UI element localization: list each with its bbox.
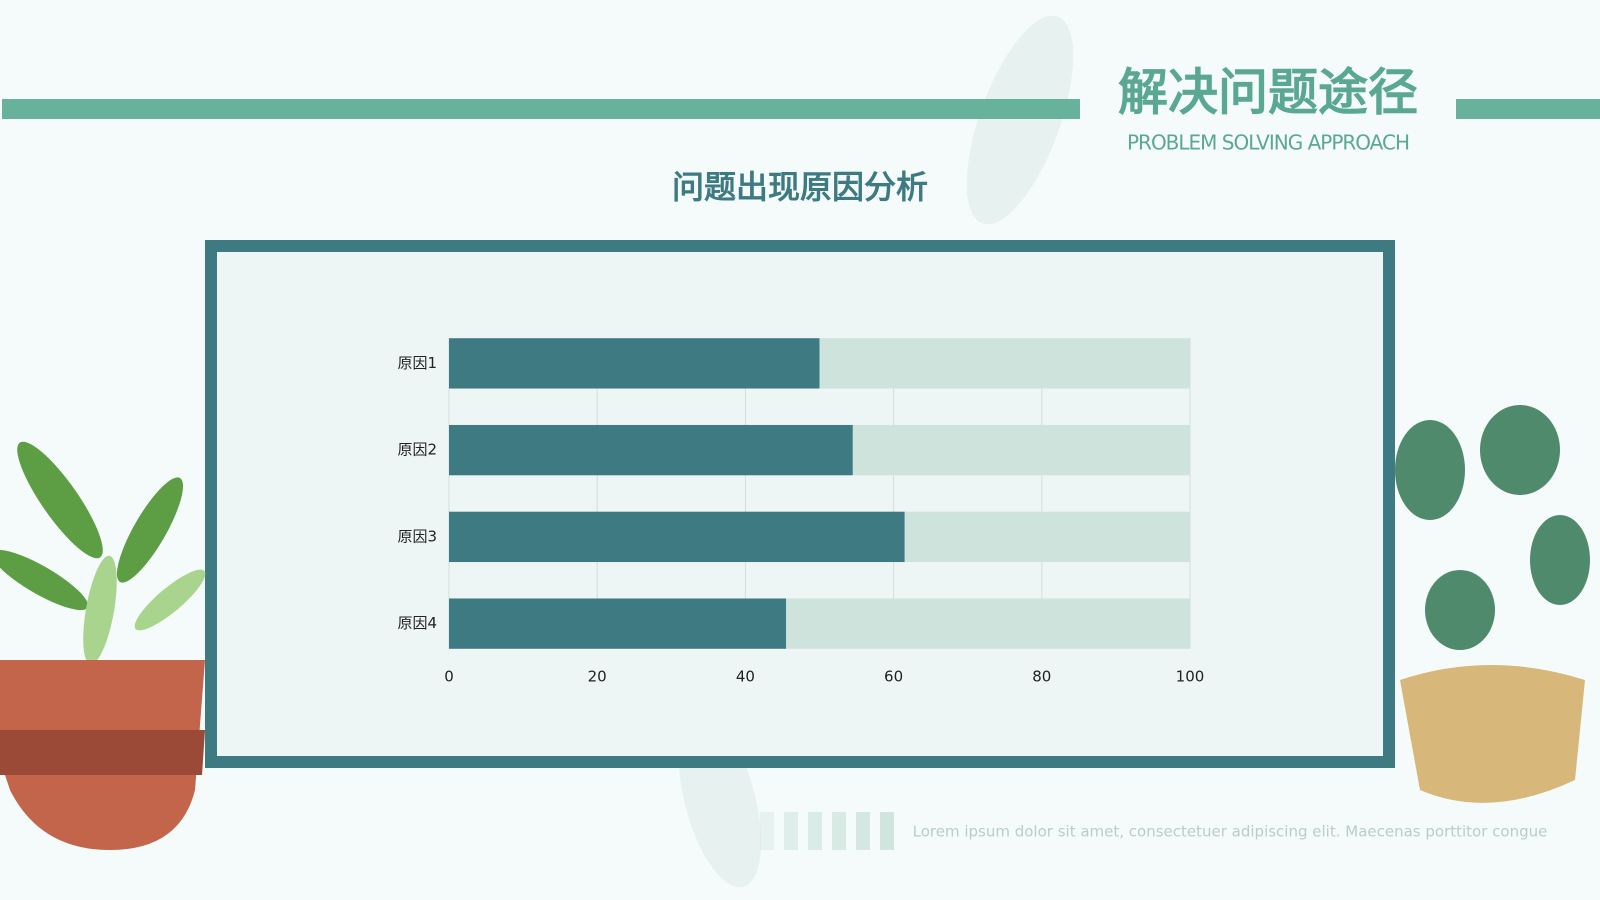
y-tick-label: 原因1 bbox=[397, 354, 437, 372]
left-plant bbox=[0, 441, 206, 850]
bar bbox=[449, 338, 820, 389]
bar bbox=[449, 511, 905, 563]
y-tick-label: 原因3 bbox=[397, 527, 437, 545]
header-bar-left bbox=[2, 99, 1080, 119]
x-tick-label: 40 bbox=[736, 668, 755, 686]
y-tick-label: 原因2 bbox=[397, 441, 437, 459]
footer-ornament bbox=[760, 812, 894, 850]
header-title: 解决问题途径 bbox=[1118, 64, 1418, 122]
x-tick-label: 100 bbox=[1176, 668, 1205, 686]
bar bbox=[852, 424, 1190, 476]
chart-title: 问题出现原因分析 bbox=[672, 168, 928, 206]
y-tick-label: 原因4 bbox=[397, 614, 437, 632]
plot-area: 0 20 40 60 80 100 原因1 原因2 原因3 原因4 bbox=[397, 338, 1205, 686]
bar bbox=[786, 598, 1190, 649]
x-tick-label: 0 bbox=[444, 668, 454, 686]
bar bbox=[819, 338, 1190, 389]
bar bbox=[904, 511, 1190, 563]
x-tick-label: 60 bbox=[884, 668, 903, 686]
header-bar-right bbox=[1456, 99, 1600, 119]
x-tick-label: 80 bbox=[1032, 668, 1051, 686]
bar bbox=[449, 424, 853, 476]
right-plant bbox=[1395, 405, 1590, 803]
chart-frame bbox=[205, 240, 1395, 768]
footer-text: Lorem ipsum dolor sit amet, consectetuer… bbox=[913, 823, 1548, 841]
x-tick-label: 20 bbox=[588, 668, 607, 686]
header-subtitle: PROBLEM SOLVING APPROACH bbox=[1127, 131, 1409, 155]
bar bbox=[449, 598, 787, 649]
